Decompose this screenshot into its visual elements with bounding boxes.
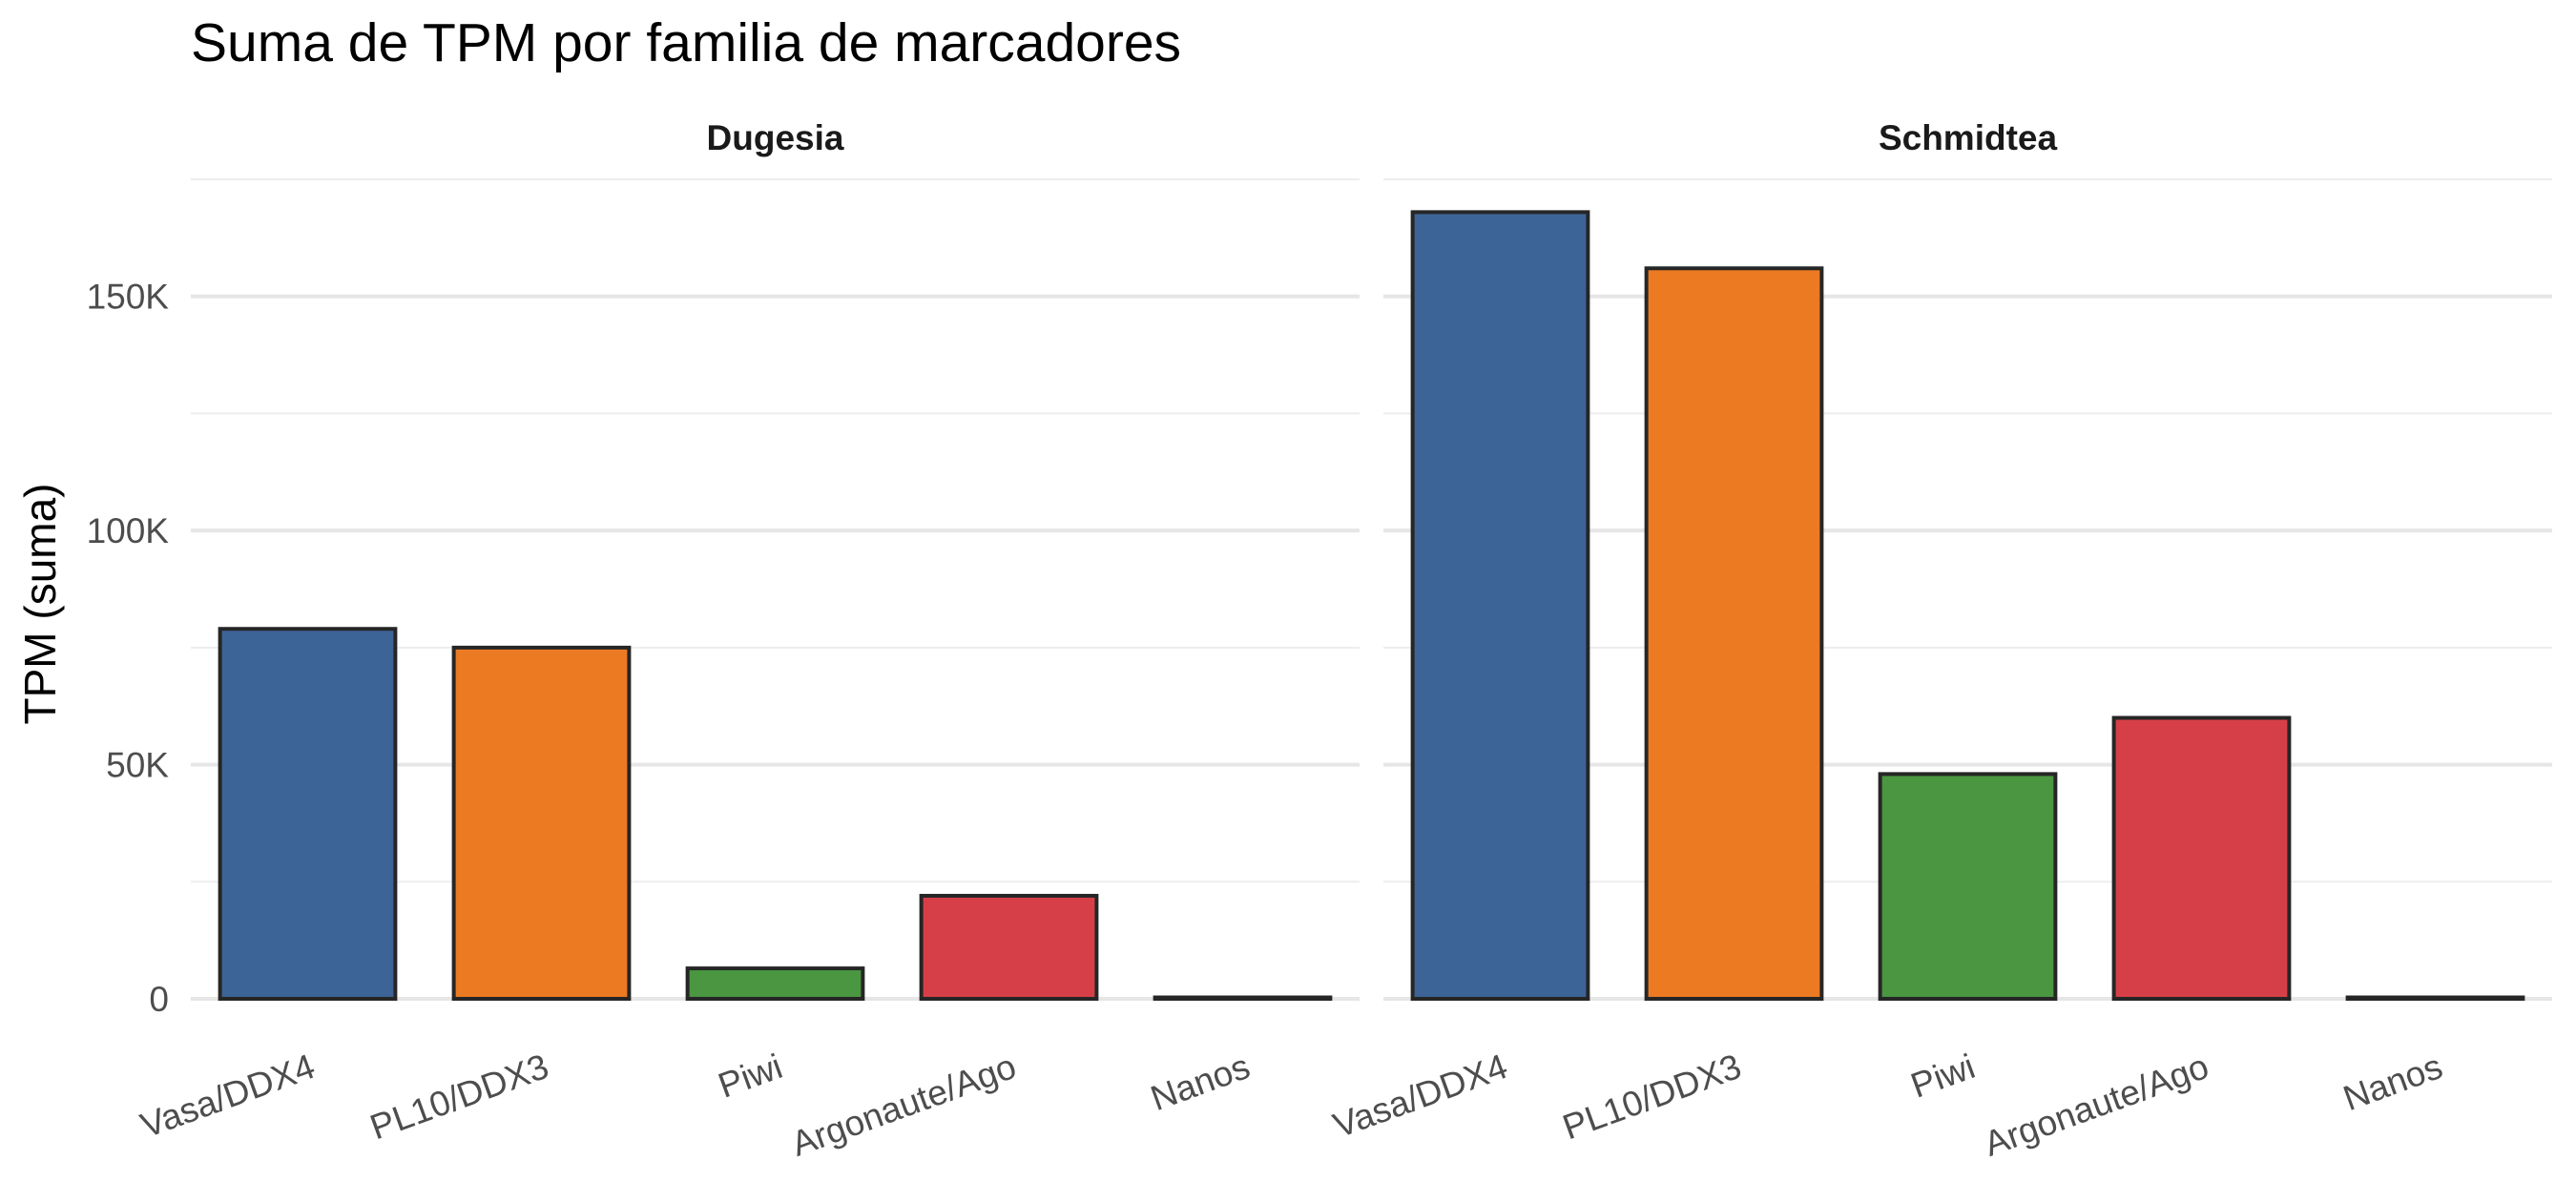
bar-piwi [685,966,865,1002]
facet-panel-dugesia: Dugesia Vasa/DDX4 PL10/DDX3 Piwi Argonaute/A… [135,118,1360,1164]
y-tick-label: 100K [87,511,170,550]
bar-argonaute-ago [919,894,1099,1001]
chart-title: Suma de TPM por familia de marcadores [191,12,1181,73]
y-tick-label: 150K [87,278,170,317]
y-axis-label: TPM (suma) [15,484,65,725]
x-tick-label: Piwi [713,1047,787,1106]
x-tick-label: PL10/DDX3 [1558,1047,1747,1147]
x-tick-label: Piwi [1905,1047,1980,1106]
x-tick-label: Argonaute/Ago [1979,1047,2213,1164]
bar-vasa-ddx4 [218,627,398,1001]
y-tick-label: 0 [149,980,169,1019]
x-tick-label: Argonaute/Ago [786,1047,1021,1164]
bar-pl10-ddx3 [1644,266,1824,1001]
x-tick-label: PL10/DDX3 [365,1047,554,1147]
bar-piwi [1878,772,2058,1001]
x-tick-label: Vasa/DDX4 [135,1047,320,1146]
bar-nanos [2345,995,2525,1002]
x-tick-label: Nanos [2338,1047,2448,1118]
bar-argonaute-ago [2111,715,2292,1001]
facet-panel-schmidtea: Schmidtea Vasa/DDX4 PL10/DDX3 Piwi Argonaute… [1328,118,2552,1164]
x-tick-label: Vasa/DDX4 [1328,1047,1512,1146]
bar-pl10-ddx3 [451,645,632,1001]
facet-strip-label: Schmidtea [1879,118,2058,157]
bar-vasa-ddx4 [1410,210,1590,1002]
facet-panels: 0 50K 100K 150K Dugesia Vasa/DDX4 PL10/DDX3 Piw… [87,118,2552,1164]
y-tick-label: 50K [106,746,169,785]
x-tick-label: Nanos [1146,1047,1256,1118]
bar-nanos [1153,995,1333,1002]
facet-strip-label: Dugesia [707,118,844,157]
